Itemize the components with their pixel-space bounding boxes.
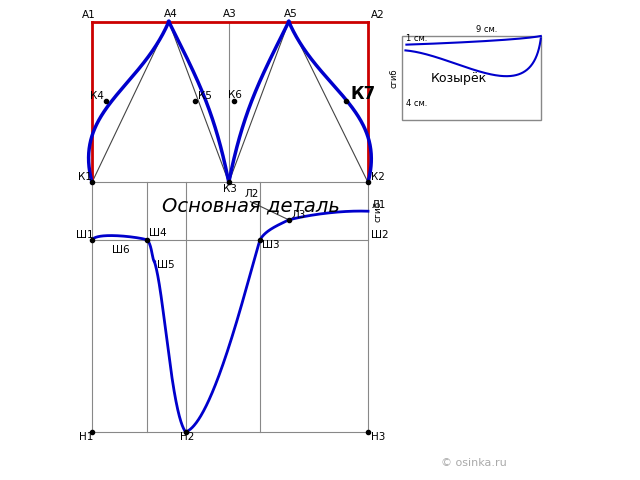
Text: К7: К7: [350, 85, 376, 103]
Text: Основная деталь: Основная деталь: [162, 196, 339, 215]
Text: Л3: Л3: [292, 210, 306, 220]
Bar: [402, 36, 541, 120]
Text: Н3: Н3: [371, 432, 386, 442]
Text: К5: К5: [198, 91, 211, 101]
Text: сгиб: сгиб: [390, 68, 399, 88]
Text: А1: А1: [81, 10, 95, 20]
Text: © osinka.ru: © osinka.ru: [441, 457, 506, 468]
Text: Ш1: Ш1: [76, 230, 93, 240]
Text: Ш3: Ш3: [262, 240, 280, 250]
Text: К4: К4: [90, 91, 104, 101]
Text: сгиб: сгиб: [374, 201, 383, 222]
Text: Ш5: Ш5: [157, 260, 175, 270]
Text: Ш2: Ш2: [371, 230, 389, 240]
Text: Н2: Н2: [180, 432, 194, 442]
Text: Л2: Л2: [244, 189, 259, 199]
Text: К3: К3: [223, 184, 237, 194]
Text: 1 см.: 1 см.: [406, 34, 428, 43]
Text: 9 см.: 9 см.: [476, 25, 497, 34]
Text: Л1: Л1: [371, 200, 386, 210]
Text: А2: А2: [371, 10, 385, 20]
Text: А3: А3: [223, 9, 237, 19]
Text: К6: К6: [228, 90, 242, 100]
Text: 4 см.: 4 см.: [406, 98, 428, 108]
Text: К1: К1: [77, 171, 92, 181]
Text: Ш4: Ш4: [149, 228, 167, 238]
Text: А5: А5: [284, 9, 298, 19]
Text: Н1: Н1: [79, 432, 93, 442]
Text: А4: А4: [164, 9, 178, 19]
Text: Козырёк: Козырёк: [430, 72, 486, 84]
Text: К2: К2: [371, 171, 385, 181]
Text: Ш6: Ш6: [112, 245, 130, 255]
